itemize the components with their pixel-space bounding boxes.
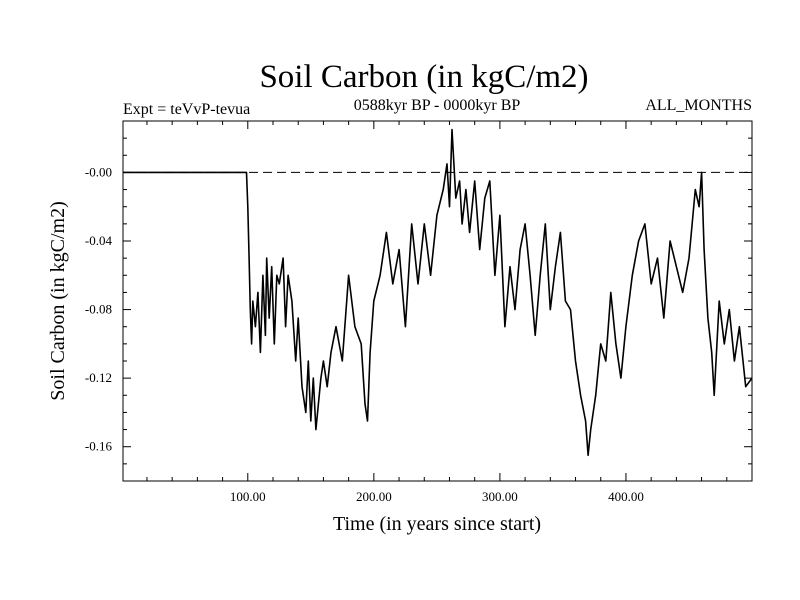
y-tick-label: -0.12 <box>85 370 112 385</box>
months-label: ALL_MONTHS <box>645 97 752 114</box>
chart-title: Soil Carbon (in kgC/m2) <box>259 59 588 95</box>
y-axis: -0.00 -0.04 -0.08 -0.12 -0.16 <box>85 120 752 482</box>
plot-frame <box>122 120 753 482</box>
x-axis-label: Time (in years since start) <box>333 513 541 535</box>
time-range-label: 0588kyr BP - 0000kyr BP <box>354 97 521 114</box>
x-tick-label: 200.00 <box>356 489 392 504</box>
y-tick-label: -0.04 <box>85 233 113 248</box>
x-tick-label: 400.00 <box>608 489 644 504</box>
y-tick-label: -0.16 <box>85 439 113 454</box>
x-axis: 100.00 200.00 300.00 400.00 <box>146 121 728 504</box>
soil-carbon-series-line <box>123 128 753 457</box>
experiment-label: Expt = teVvP-tevua <box>123 101 250 118</box>
y-tick-label: -0.08 <box>85 302 112 317</box>
y-axis-label: Soil Carbon (in kgC/m2) <box>47 201 69 400</box>
x-tick-label: 100.00 <box>230 489 266 504</box>
y-tick-label: -0.00 <box>85 164 112 179</box>
x-tick-label: 300.00 <box>482 489 518 504</box>
